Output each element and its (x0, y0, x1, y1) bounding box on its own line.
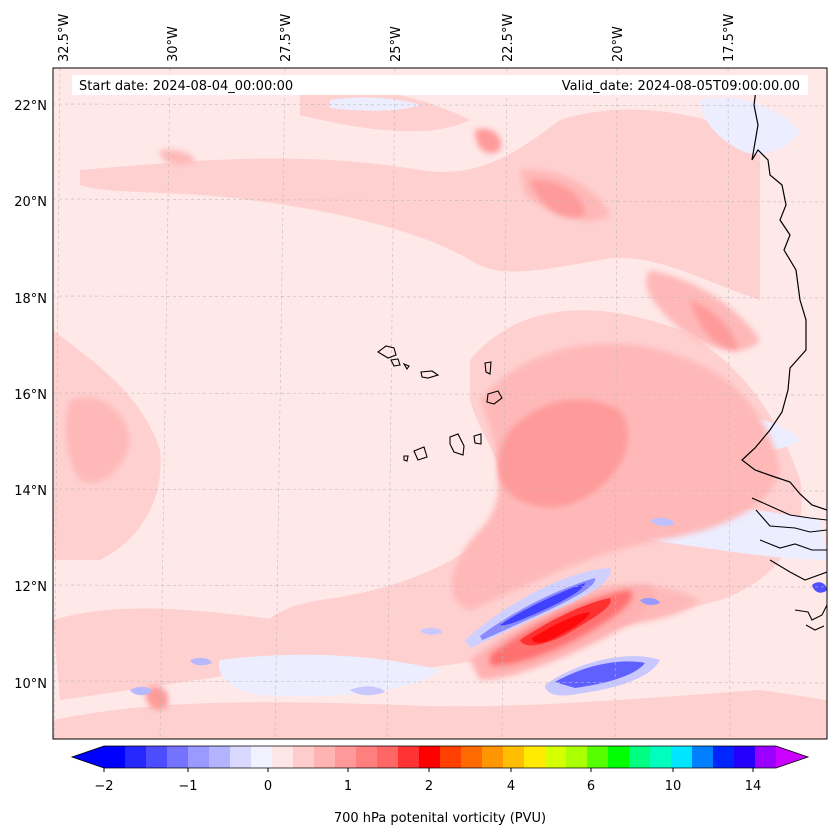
colorbar-cell (440, 746, 462, 768)
latitude-axis-labels: 22°N 20°N 18°N 16°N 14°N 12°N 10°N (14, 99, 47, 692)
colorbar-cell (755, 746, 777, 768)
colorbar-cell (566, 746, 588, 768)
colorbar-ticks (103, 768, 754, 772)
colorbar-cell (503, 746, 525, 768)
colorbar-cell (587, 746, 609, 768)
colorbar-tick-labels: −2 −1 0 1 2 4 6 10 14 (94, 779, 761, 794)
colorbar-cell (251, 746, 273, 768)
lon-label: 22.5°W (501, 14, 516, 62)
colorbar-cell (125, 746, 147, 768)
colorbar-cell (104, 746, 126, 768)
map-field (53, 68, 827, 739)
colorbar-cell (692, 746, 714, 768)
colorbar: −2 −1 0 1 2 4 6 10 14 700 hPa potenital … (70, 745, 810, 826)
colorbar-tick-label: −2 (94, 779, 113, 794)
colorbar-cell (377, 746, 399, 768)
header-bar (72, 75, 808, 95)
lat-label: 14°N (14, 484, 47, 499)
colorbar-tick-label: 1 (344, 779, 352, 794)
colorbar-cell (629, 746, 651, 768)
colorbar-tick-label: 4 (507, 779, 515, 794)
colorbar-cell (335, 746, 357, 768)
colorbar-cell (167, 746, 189, 768)
colorbar-tick-label: 6 (587, 779, 595, 794)
lon-label: 25°W (389, 26, 404, 62)
lon-label: 17.5°W (722, 14, 737, 62)
longitude-axis-labels: 32.5°W 30°W 27.5°W 25°W 22.5°W 20°W 17.5… (57, 14, 737, 62)
lat-label: 18°N (14, 292, 47, 307)
african-coastline (741, 81, 827, 511)
colorbar-cell (524, 746, 546, 768)
colorbar-over-arrow (776, 746, 808, 768)
gridlines (53, 68, 827, 739)
senegal-gambia-border (751, 497, 827, 631)
cape-verde-islands (377, 345, 503, 462)
lat-label: 22°N (14, 99, 47, 114)
pv-negative-bands (130, 517, 827, 696)
colorbar-cell (545, 746, 567, 768)
lat-label: 20°N (14, 195, 47, 210)
colorbar-under-arrow (72, 746, 104, 768)
lon-label: 32.5°W (57, 14, 72, 62)
colorbar-cell (272, 746, 294, 768)
colorbar-cell (230, 746, 252, 768)
colorbar-cell (713, 746, 735, 768)
lon-label: 20°W (611, 26, 626, 62)
colorbar-cell (146, 746, 168, 768)
start-date-label: Start date: 2024-08-04_00:00:00 (79, 79, 293, 94)
lon-label: 27.5°W (279, 14, 294, 62)
colorbar-tick-label: 2 (425, 779, 433, 794)
lon-label: 30°W (166, 26, 181, 62)
colorbar-tick-label: 0 (264, 779, 272, 794)
lat-label: 10°N (14, 677, 47, 692)
colorbar-cell (356, 746, 378, 768)
valid-date-label: Valid_date: 2024-08-05T09:00:00.00 (562, 79, 800, 94)
lat-label: 16°N (14, 388, 47, 403)
map-frame (52, 67, 828, 740)
colorbar-cell (419, 746, 441, 768)
colorbar-cells (104, 746, 777, 768)
lat-label: 12°N (14, 580, 47, 595)
colorbar-cell (608, 746, 630, 768)
pv-positive-jet (470, 585, 655, 680)
colorbar-cell (461, 746, 483, 768)
colorbar-title: 700 hPa potenital vorticity (PVU) (334, 811, 546, 826)
colorbar-cell (650, 746, 672, 768)
colorbar-cell (188, 746, 210, 768)
colorbar-cell (734, 746, 756, 768)
colorbar-cell (671, 746, 693, 768)
colorbar-tick-label: −1 (178, 779, 197, 794)
colorbar-cell (314, 746, 336, 768)
colorbar-cell (209, 746, 231, 768)
colorbar-tick-label: 10 (665, 779, 682, 794)
colorbar-tick-label: 14 (745, 779, 762, 794)
colorbar-cell (293, 746, 315, 768)
colorbar-cell (398, 746, 420, 768)
colorbar-cell (482, 746, 504, 768)
